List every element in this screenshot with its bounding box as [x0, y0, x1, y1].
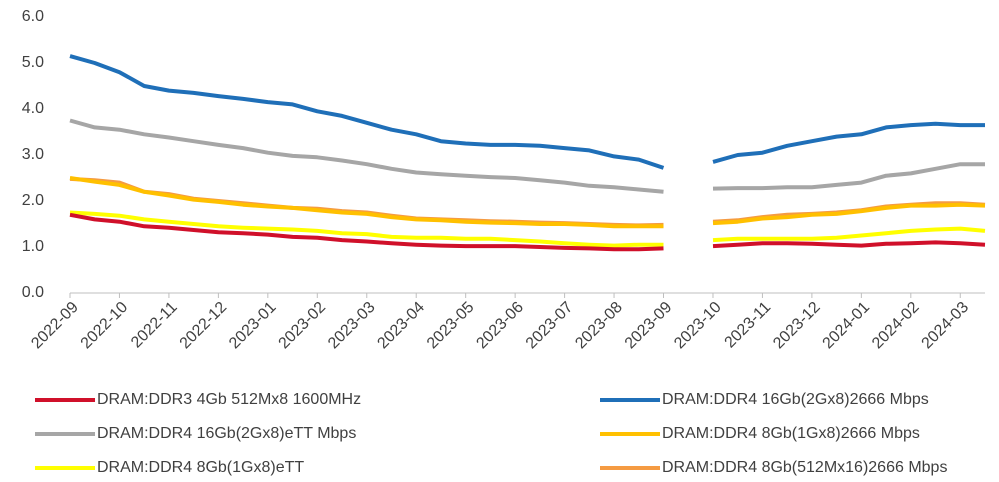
x-tick-label: 2024-03 [919, 299, 973, 353]
x-tick-label: 2022-09 [28, 299, 82, 353]
series-line [69, 118, 985, 194]
series-line [69, 212, 986, 252]
y-tick-label: 2.0 [22, 192, 44, 209]
x-tick-label: 2023-05 [424, 299, 478, 353]
series-line [69, 54, 985, 170]
y-tick-label: 6.0 [22, 8, 44, 25]
x-tick-label: 2023-11 [722, 299, 775, 352]
x-tick-label: 2023-09 [622, 299, 676, 353]
x-tick-label: 2023-01 [226, 299, 280, 353]
x-tick-label: 2022-12 [177, 299, 231, 353]
legend-label: DRAM:DDR4 8Gb(1Gx8)2666 Mbps [662, 425, 920, 442]
x-tick-label: 2023-04 [374, 299, 428, 353]
x-tick-label: 2024-01 [820, 299, 874, 353]
legend-label: DRAM:DDR3 4Gb 512Mx8 1600MHz [97, 391, 361, 408]
legend-label: DRAM:DDR4 8Gb(512Mx16)2666 Mbps [662, 459, 947, 476]
legend-label: DRAM:DDR4 16Gb(2Gx8)2666 Mbps [662, 391, 929, 408]
x-tick-label: 2023-08 [572, 299, 626, 353]
x-tick-label: 2023-06 [473, 299, 527, 353]
x-tick-label: 2024-02 [869, 299, 923, 353]
y-tick-label: 4.0 [22, 100, 44, 117]
x-tick-label: 2023-02 [276, 299, 330, 353]
x-tick-label: 2022-11 [128, 299, 181, 352]
x-tick-label: 2023-03 [325, 299, 379, 353]
x-tick-label: 2023-07 [523, 299, 577, 353]
y-tick-label: 5.0 [22, 54, 44, 71]
legend-label: DRAM:DDR4 16Gb(2Gx8)eTT Mbps [97, 425, 356, 442]
y-tick-label: 3.0 [22, 146, 44, 163]
y-tick-label: 1.0 [22, 238, 44, 255]
series-line [69, 210, 986, 248]
x-tick-label: 2022-10 [78, 299, 132, 353]
legend-label: DRAM:DDR4 8Gb(1Gx8)eTT [97, 459, 304, 476]
series-line [69, 176, 986, 229]
x-tick-label: 2023-12 [770, 299, 824, 353]
y-tick-label: 0.0 [22, 284, 44, 301]
x-tick-label: 2023-10 [671, 299, 725, 353]
